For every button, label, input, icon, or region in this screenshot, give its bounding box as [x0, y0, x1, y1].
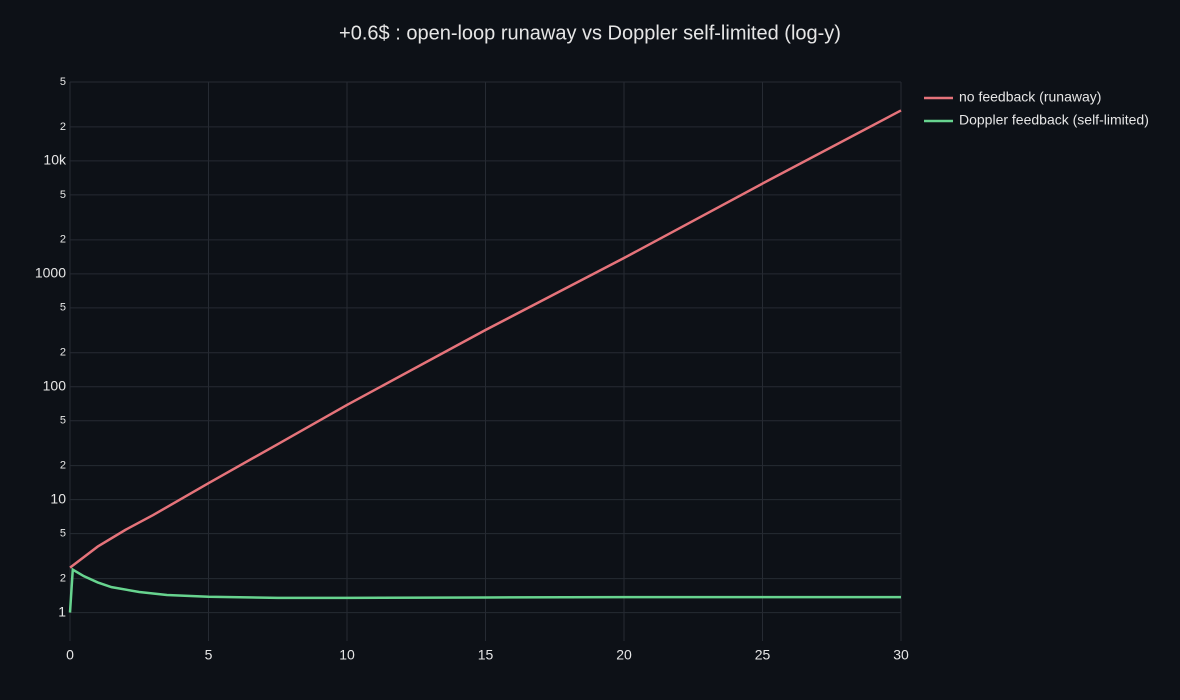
x-tick-label: 20 — [616, 647, 632, 663]
y-tick-label: 5 — [60, 76, 66, 88]
legend-label: Doppler feedback (self-limited) — [959, 112, 1149, 128]
y-tick-label: 5 — [60, 189, 66, 201]
y-tick-label: 5 — [60, 528, 66, 540]
x-tick-label: 10 — [339, 647, 355, 663]
y-tick-label: 1000 — [35, 265, 66, 281]
chart-title: +0.6$ : open-loop runaway vs Doppler sel… — [339, 22, 841, 44]
line-series — [69, 109, 902, 569]
y-tick-label: 2 — [60, 572, 66, 584]
y-tick-label: 5 — [60, 302, 66, 314]
y-tick-label: 100 — [43, 377, 67, 393]
x-tick-label: 25 — [755, 647, 771, 663]
y-tick-label: 1 — [58, 603, 66, 619]
y-tick-label: 2 — [60, 234, 66, 246]
legend-label: no feedback (runaway) — [959, 89, 1101, 105]
y-tick-label: 2 — [60, 460, 66, 472]
y-tick-label: 10 — [50, 490, 66, 506]
x-tick-label: 5 — [205, 647, 213, 663]
line-series — [68, 567, 901, 613]
y-tick-label: 2 — [60, 121, 66, 133]
y-tick-label: 10k — [43, 152, 67, 168]
y-tick-label: 2 — [60, 347, 66, 359]
x-tick-label: 15 — [478, 647, 494, 663]
y-tick-label: 5 — [60, 415, 66, 427]
x-tick-label: 30 — [893, 647, 909, 663]
x-tick-label: 0 — [66, 647, 74, 663]
